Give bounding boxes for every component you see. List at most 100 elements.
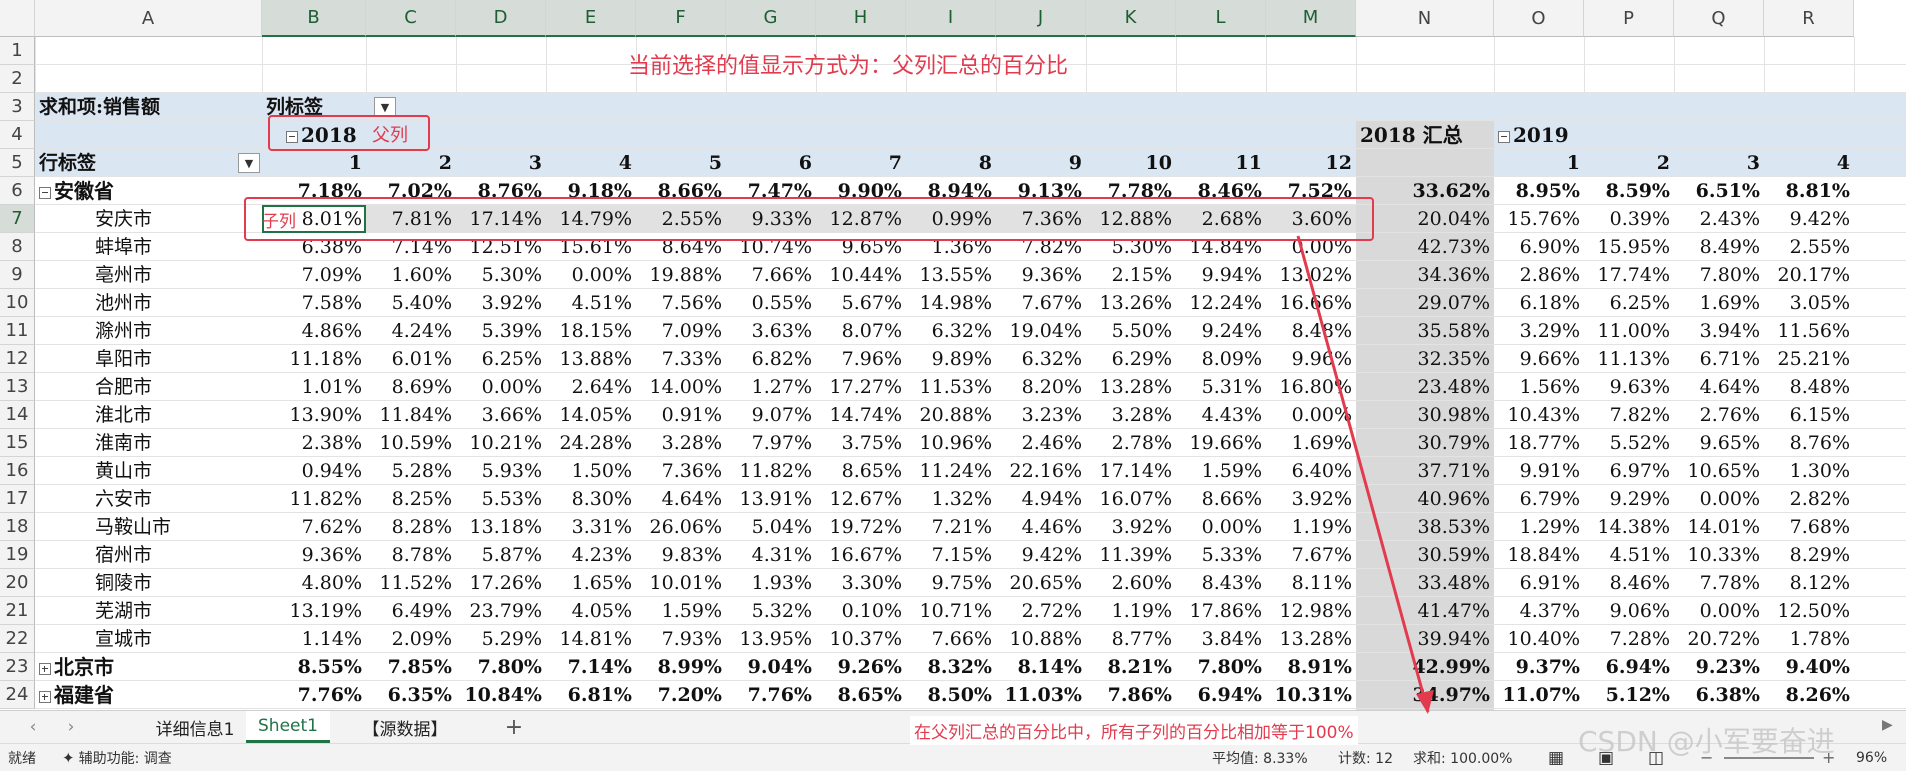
value-cell-2019[interactable]: 8.76%	[1789, 432, 1850, 454]
value-cell[interactable]: 13.88%	[559, 348, 632, 370]
month-header[interactable]: 3	[528, 152, 542, 174]
value-cell[interactable]: 7.14%	[391, 236, 452, 258]
value-cell[interactable]: 13.28%	[1099, 376, 1172, 398]
column-header[interactable]: G	[726, 0, 816, 37]
value-cell[interactable]: 1.32%	[931, 488, 992, 510]
row-header[interactable]: 13	[0, 373, 35, 401]
value-cell-2019[interactable]: 0.00%	[1699, 600, 1760, 622]
total-cell[interactable]: 38.53%	[1417, 516, 1490, 538]
value-cell[interactable]: 19.66%	[1189, 432, 1262, 454]
value-cell[interactable]: 1.59%	[1201, 460, 1262, 482]
value-cell[interactable]: 7.76%	[297, 684, 362, 706]
value-cell[interactable]: 8.65%	[837, 684, 902, 706]
value-cell[interactable]: 4.23%	[571, 544, 632, 566]
row-header[interactable]: 7	[0, 205, 35, 233]
value-cell[interactable]: 7.52%	[1287, 180, 1352, 202]
month-header[interactable]: 7	[888, 152, 902, 174]
value-cell-2019[interactable]: 7.28%	[1609, 628, 1670, 650]
value-cell-2019[interactable]: 2.76%	[1699, 404, 1760, 426]
value-cell[interactable]: 3.28%	[661, 432, 722, 454]
value-cell-2019[interactable]: 8.95%	[1515, 180, 1580, 202]
value-cell[interactable]: 6.29%	[1111, 348, 1172, 370]
value-cell-2019[interactable]: 10.43%	[1507, 404, 1580, 426]
value-cell[interactable]: 10.21%	[469, 432, 542, 454]
normal-view-icon[interactable]: ▦	[1548, 747, 1565, 768]
value-cell[interactable]: 13.91%	[739, 488, 812, 510]
row-labels-caption[interactable]: 行标签	[39, 152, 97, 174]
city-row-label[interactable]: 滁州市	[35, 317, 262, 345]
sheet-tab-source[interactable]: 【源数据】	[362, 719, 448, 740]
value-cell[interactable]: 2.15%	[1111, 264, 1172, 286]
column-header[interactable]: O	[1494, 0, 1584, 37]
city-row-label[interactable]: 宿州市	[35, 541, 262, 569]
value-cell[interactable]: 8.94%	[927, 180, 992, 202]
value-cell[interactable]: 19.72%	[829, 516, 902, 538]
value-cell-2019[interactable]: 2.55%	[1789, 236, 1850, 258]
value-cell-2019[interactable]: 1.56%	[1519, 376, 1580, 398]
value-cell-2019[interactable]: 10.40%	[1507, 628, 1580, 650]
value-cell[interactable]: 8.20%	[1021, 376, 1082, 398]
value-cell[interactable]: 9.18%	[567, 180, 632, 202]
value-cell[interactable]: 13.26%	[1099, 292, 1172, 314]
value-cell[interactable]: 11.52%	[379, 572, 452, 594]
value-cell[interactable]: 2.64%	[571, 376, 632, 398]
column-header[interactable]: H	[816, 0, 906, 37]
value-cell[interactable]: 3.60%	[1291, 208, 1352, 230]
value-cell-2019[interactable]: 8.59%	[1605, 180, 1670, 202]
value-cell[interactable]: 8.07%	[841, 320, 902, 342]
page-layout-icon[interactable]: ▣	[1598, 747, 1615, 768]
value-cell[interactable]: 26.06%	[649, 516, 722, 538]
total-cell[interactable]: 42.99%	[1412, 656, 1490, 678]
zoom-in-icon[interactable]: +	[1822, 748, 1836, 767]
value-cell-2019[interactable]: 6.51%	[1695, 180, 1760, 202]
value-cell[interactable]: 8.25%	[391, 488, 452, 510]
total-cell[interactable]: 20.04%	[1417, 208, 1490, 230]
value-cell[interactable]: 10.44%	[829, 264, 902, 286]
active-cell[interactable]	[262, 205, 366, 233]
value-cell[interactable]: 24.28%	[559, 432, 632, 454]
value-cell[interactable]: 7.67%	[1021, 292, 1082, 314]
value-cell-2019[interactable]: 7.82%	[1609, 404, 1670, 426]
value-cell[interactable]: 7.47%	[747, 180, 812, 202]
value-cell[interactable]: 8.77%	[1111, 628, 1172, 650]
city-row-label[interactable]: 淮北市	[35, 401, 262, 429]
city-row-label[interactable]: 安庆市	[35, 205, 262, 233]
value-cell[interactable]: 9.42%	[1021, 544, 1082, 566]
value-cell[interactable]: 12.87%	[829, 208, 902, 230]
row-header[interactable]: 16	[0, 457, 35, 485]
value-cell[interactable]: 2.46%	[1021, 432, 1082, 454]
value-cell[interactable]: 8.30%	[571, 488, 632, 510]
value-cell[interactable]: 1.01%	[301, 376, 362, 398]
value-cell[interactable]: 6.49%	[391, 600, 452, 622]
column-header[interactable]: P	[1584, 0, 1674, 37]
value-cell[interactable]: 9.24%	[1201, 320, 1262, 342]
value-cell[interactable]: 19.04%	[1009, 320, 1082, 342]
value-cell[interactable]: 9.07%	[751, 404, 812, 426]
value-cell[interactable]: 14.81%	[559, 628, 632, 650]
value-cell[interactable]: 6.81%	[567, 684, 632, 706]
value-cell-2019[interactable]: 5.12%	[1605, 684, 1670, 706]
value-cell-2019[interactable]: 15.95%	[1597, 236, 1670, 258]
value-cell[interactable]: 7.20%	[657, 684, 722, 706]
value-cell[interactable]: 19.88%	[649, 264, 722, 286]
value-cell[interactable]: 1.27%	[751, 376, 812, 398]
value-cell[interactable]: 16.66%	[1279, 292, 1352, 314]
value-cell-2019[interactable]: 8.29%	[1789, 544, 1850, 566]
month-header[interactable]: 8	[978, 152, 992, 174]
month-header[interactable]: 4	[618, 152, 632, 174]
value-cell-2019[interactable]: 9.40%	[1785, 656, 1850, 678]
value-cell[interactable]: 10.84%	[464, 684, 542, 706]
value-cell[interactable]: 8.01%	[301, 208, 362, 230]
value-cell[interactable]: 8.78%	[391, 544, 452, 566]
value-cell-2019[interactable]: 0.39%	[1609, 208, 1670, 230]
value-cell-2019[interactable]: 6.18%	[1519, 292, 1580, 314]
value-cell-2019[interactable]: 6.79%	[1519, 488, 1580, 510]
value-cell[interactable]: 16.07%	[1099, 488, 1172, 510]
add-sheet-button[interactable]: +	[504, 714, 524, 740]
city-row-label[interactable]: 池州市	[35, 289, 262, 317]
value-cell[interactable]: 1.50%	[571, 460, 632, 482]
value-cell[interactable]: 8.09%	[1201, 348, 1262, 370]
row-header[interactable]: 1	[0, 37, 35, 65]
value-cell[interactable]: 16.67%	[829, 544, 902, 566]
value-cell-2019[interactable]: 10.33%	[1687, 544, 1760, 566]
